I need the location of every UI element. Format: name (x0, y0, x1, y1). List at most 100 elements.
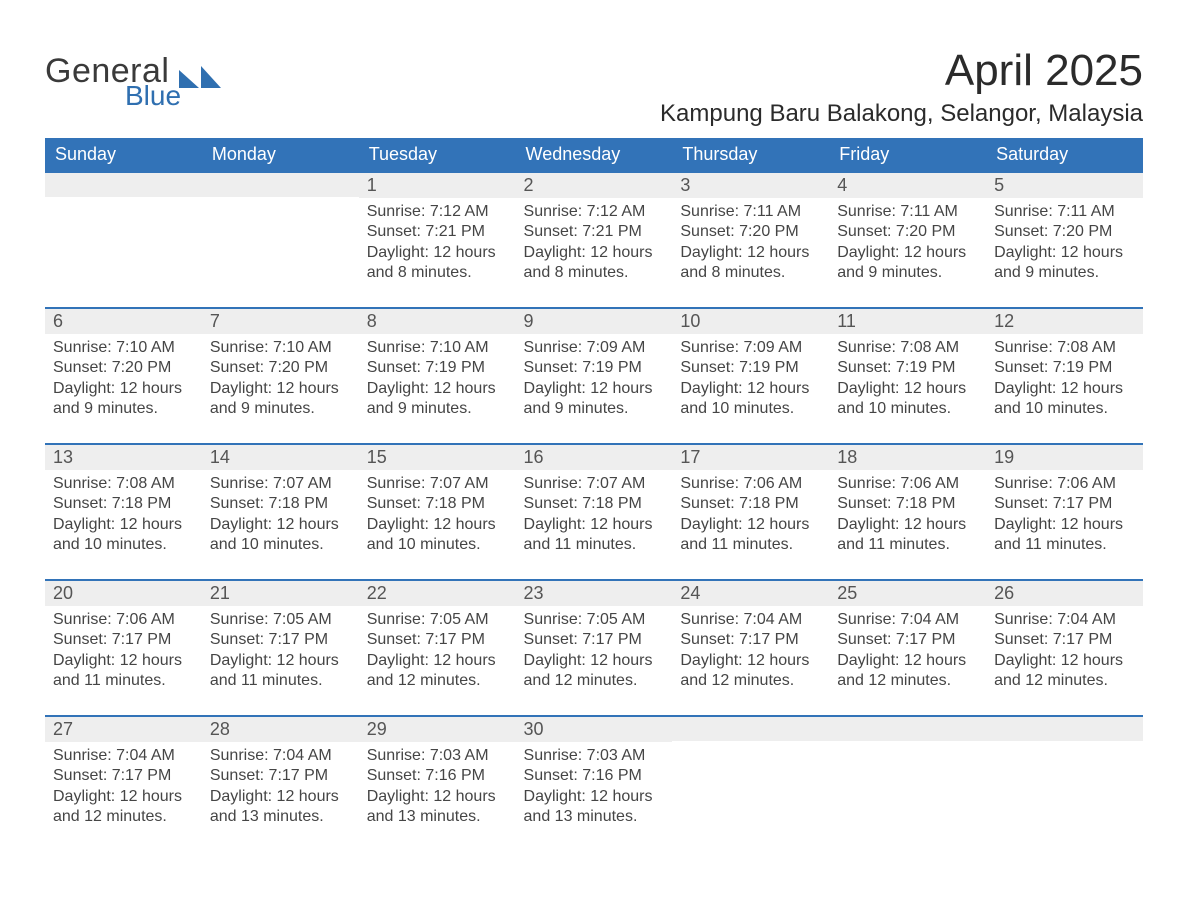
sunrise-text: Sunrise: 7:06 AM (994, 474, 1135, 494)
daylight-text: Daylight: 12 hours and 8 minutes. (367, 243, 508, 284)
day-details: Sunrise: 7:10 AMSunset: 7:20 PMDaylight:… (202, 334, 359, 426)
sunset-text: Sunset: 7:18 PM (837, 494, 978, 514)
daylight-text: Daylight: 12 hours and 13 minutes. (367, 787, 508, 828)
calendar-day-cell: 21Sunrise: 7:05 AMSunset: 7:17 PMDayligh… (202, 580, 359, 716)
day-details: Sunrise: 7:04 AMSunset: 7:17 PMDaylight:… (45, 742, 202, 834)
sunrise-text: Sunrise: 7:06 AM (53, 610, 194, 630)
daylight-text: Daylight: 12 hours and 11 minutes. (524, 515, 665, 556)
daylight-text: Daylight: 12 hours and 10 minutes. (53, 515, 194, 556)
sunrise-text: Sunrise: 7:07 AM (210, 474, 351, 494)
day-number: 12 (986, 309, 1143, 334)
sunrise-text: Sunrise: 7:03 AM (367, 746, 508, 766)
day-number: 29 (359, 717, 516, 742)
day-number: 9 (516, 309, 673, 334)
calendar-day-cell: 25Sunrise: 7:04 AMSunset: 7:17 PMDayligh… (829, 580, 986, 716)
sunset-text: Sunset: 7:19 PM (524, 358, 665, 378)
sunset-text: Sunset: 7:20 PM (680, 222, 821, 242)
day-details: Sunrise: 7:04 AMSunset: 7:17 PMDaylight:… (829, 606, 986, 698)
calendar-day-cell (672, 716, 829, 851)
day-number: 23 (516, 581, 673, 606)
calendar-week-row: 13Sunrise: 7:08 AMSunset: 7:18 PMDayligh… (45, 444, 1143, 580)
weekday-monday: Monday (202, 138, 359, 172)
daylight-text: Daylight: 12 hours and 10 minutes. (367, 515, 508, 556)
daylight-text: Daylight: 12 hours and 11 minutes. (994, 515, 1135, 556)
day-details: Sunrise: 7:10 AMSunset: 7:19 PMDaylight:… (359, 334, 516, 426)
calendar-day-cell: 2Sunrise: 7:12 AMSunset: 7:21 PMDaylight… (516, 172, 673, 308)
month-title: April 2025 (660, 46, 1143, 96)
sunrise-text: Sunrise: 7:04 AM (53, 746, 194, 766)
day-number: 28 (202, 717, 359, 742)
daylight-text: Daylight: 12 hours and 8 minutes. (680, 243, 821, 284)
day-number: 20 (45, 581, 202, 606)
calendar-day-cell: 3Sunrise: 7:11 AMSunset: 7:20 PMDaylight… (672, 172, 829, 308)
day-number: 21 (202, 581, 359, 606)
calendar-week-row: 6Sunrise: 7:10 AMSunset: 7:20 PMDaylight… (45, 308, 1143, 444)
calendar-day-cell: 9Sunrise: 7:09 AMSunset: 7:19 PMDaylight… (516, 308, 673, 444)
calendar-week-row: 20Sunrise: 7:06 AMSunset: 7:17 PMDayligh… (45, 580, 1143, 716)
calendar-day-cell: 19Sunrise: 7:06 AMSunset: 7:17 PMDayligh… (986, 444, 1143, 580)
sunrise-text: Sunrise: 7:07 AM (524, 474, 665, 494)
sunrise-text: Sunrise: 7:04 AM (994, 610, 1135, 630)
calendar-day-cell: 8Sunrise: 7:10 AMSunset: 7:19 PMDaylight… (359, 308, 516, 444)
day-details: Sunrise: 7:04 AMSunset: 7:17 PMDaylight:… (202, 742, 359, 834)
sunrise-text: Sunrise: 7:05 AM (367, 610, 508, 630)
day-details: Sunrise: 7:07 AMSunset: 7:18 PMDaylight:… (359, 470, 516, 562)
calendar-day-cell: 4Sunrise: 7:11 AMSunset: 7:20 PMDaylight… (829, 172, 986, 308)
sunrise-text: Sunrise: 7:12 AM (367, 202, 508, 222)
sunrise-text: Sunrise: 7:08 AM (53, 474, 194, 494)
calendar-week-row: 1Sunrise: 7:12 AMSunset: 7:21 PMDaylight… (45, 172, 1143, 308)
day-details: Sunrise: 7:03 AMSunset: 7:16 PMDaylight:… (359, 742, 516, 834)
calendar-body: 1Sunrise: 7:12 AMSunset: 7:21 PMDaylight… (45, 172, 1143, 851)
day-number: 1 (359, 173, 516, 198)
sunset-text: Sunset: 7:20 PM (994, 222, 1135, 242)
day-number (202, 173, 359, 197)
sunset-text: Sunset: 7:19 PM (367, 358, 508, 378)
calendar-day-cell: 27Sunrise: 7:04 AMSunset: 7:17 PMDayligh… (45, 716, 202, 851)
brand-text: General Blue (45, 54, 181, 110)
sunrise-text: Sunrise: 7:10 AM (210, 338, 351, 358)
daylight-text: Daylight: 12 hours and 12 minutes. (837, 651, 978, 692)
calendar-day-cell: 7Sunrise: 7:10 AMSunset: 7:20 PMDaylight… (202, 308, 359, 444)
sunrise-text: Sunrise: 7:08 AM (994, 338, 1135, 358)
calendar-day-cell: 6Sunrise: 7:10 AMSunset: 7:20 PMDaylight… (45, 308, 202, 444)
day-details: Sunrise: 7:04 AMSunset: 7:17 PMDaylight:… (672, 606, 829, 698)
brand-mark-icon (179, 64, 221, 88)
daylight-text: Daylight: 12 hours and 10 minutes. (210, 515, 351, 556)
sunset-text: Sunset: 7:20 PM (837, 222, 978, 242)
location-title: Kampung Baru Balakong, Selangor, Malaysi… (660, 100, 1143, 128)
day-number (45, 173, 202, 197)
day-details: Sunrise: 7:05 AMSunset: 7:17 PMDaylight:… (516, 606, 673, 698)
day-details: Sunrise: 7:06 AMSunset: 7:17 PMDaylight:… (986, 470, 1143, 562)
daylight-text: Daylight: 12 hours and 12 minutes. (53, 787, 194, 828)
sunrise-text: Sunrise: 7:10 AM (367, 338, 508, 358)
sunset-text: Sunset: 7:17 PM (53, 766, 194, 786)
daylight-text: Daylight: 12 hours and 11 minutes. (53, 651, 194, 692)
sunset-text: Sunset: 7:20 PM (210, 358, 351, 378)
calendar-table: Sunday Monday Tuesday Wednesday Thursday… (45, 138, 1143, 851)
day-details: Sunrise: 7:09 AMSunset: 7:19 PMDaylight:… (672, 334, 829, 426)
day-number (672, 717, 829, 741)
daylight-text: Daylight: 12 hours and 10 minutes. (994, 379, 1135, 420)
sunset-text: Sunset: 7:21 PM (524, 222, 665, 242)
weekday-tuesday: Tuesday (359, 138, 516, 172)
day-details: Sunrise: 7:11 AMSunset: 7:20 PMDaylight:… (829, 198, 986, 290)
sunset-text: Sunset: 7:17 PM (837, 630, 978, 650)
sunrise-text: Sunrise: 7:06 AM (680, 474, 821, 494)
day-details (202, 197, 359, 297)
sunrise-text: Sunrise: 7:09 AM (680, 338, 821, 358)
calendar-day-cell: 22Sunrise: 7:05 AMSunset: 7:17 PMDayligh… (359, 580, 516, 716)
day-number: 14 (202, 445, 359, 470)
sunset-text: Sunset: 7:17 PM (994, 494, 1135, 514)
calendar-week-row: 27Sunrise: 7:04 AMSunset: 7:17 PMDayligh… (45, 716, 1143, 851)
day-number: 30 (516, 717, 673, 742)
weekday-thursday: Thursday (672, 138, 829, 172)
day-number: 26 (986, 581, 1143, 606)
daylight-text: Daylight: 12 hours and 12 minutes. (524, 651, 665, 692)
day-number: 27 (45, 717, 202, 742)
day-details: Sunrise: 7:06 AMSunset: 7:18 PMDaylight:… (672, 470, 829, 562)
sunrise-text: Sunrise: 7:04 AM (837, 610, 978, 630)
daylight-text: Daylight: 12 hours and 8 minutes. (524, 243, 665, 284)
day-details: Sunrise: 7:05 AMSunset: 7:17 PMDaylight:… (202, 606, 359, 698)
sunset-text: Sunset: 7:19 PM (837, 358, 978, 378)
day-details: Sunrise: 7:06 AMSunset: 7:18 PMDaylight:… (829, 470, 986, 562)
